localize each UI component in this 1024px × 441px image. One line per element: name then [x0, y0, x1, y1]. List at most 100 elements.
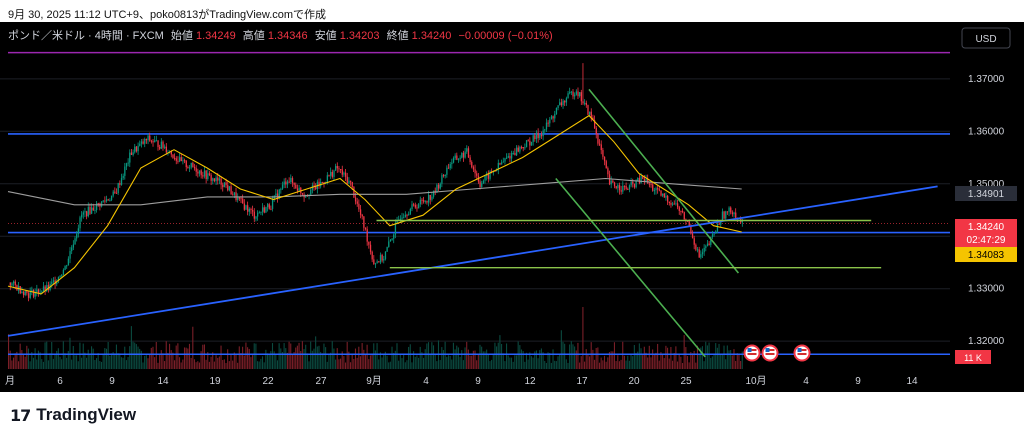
volume-bar	[691, 353, 694, 369]
candle-body	[570, 91, 573, 93]
fast-moving-average	[7, 114, 742, 295]
volume-bar	[217, 357, 219, 369]
time-axis-panel[interactable]	[0, 370, 950, 392]
volume-bar	[705, 341, 707, 369]
volume-bar	[24, 356, 26, 369]
candle-body	[290, 178, 292, 183]
volume-bar	[657, 343, 659, 369]
price-axis-panel[interactable]	[950, 22, 1024, 392]
volume-bar	[187, 348, 189, 369]
candle-body	[642, 176, 644, 179]
volume-bar	[356, 357, 358, 369]
candle-body	[252, 210, 254, 212]
fast-ma-badge	[955, 247, 1017, 262]
us-flag-event-icon[interactable]	[793, 344, 811, 362]
candle-body	[733, 212, 735, 215]
volume-bar	[293, 352, 295, 369]
volume-bar	[403, 354, 405, 369]
volume-bar	[353, 358, 355, 369]
candle-body	[115, 192, 118, 194]
volume-bar	[203, 344, 205, 369]
candle-body	[585, 102, 587, 106]
candle-body	[429, 194, 431, 200]
volume-bar	[32, 357, 34, 369]
candle-body	[648, 183, 651, 185]
candle-body	[371, 251, 373, 260]
volume-bar	[320, 351, 322, 369]
volume-bar	[235, 353, 237, 369]
currency-button[interactable]	[961, 27, 1011, 49]
volume-bar	[605, 361, 607, 369]
candle-body	[735, 212, 737, 218]
volume-bar	[94, 360, 96, 369]
volume-bar	[177, 343, 179, 369]
price-chart[interactable]: 1.370001.360001.350001.340001.330001.320…	[0, 22, 1024, 392]
volume-bar	[64, 353, 66, 369]
candle-body	[160, 141, 163, 149]
volume-bar	[491, 359, 493, 369]
candle-body	[386, 247, 388, 252]
volume-bar	[730, 350, 732, 369]
candle-body	[446, 167, 448, 175]
volume-bar	[87, 349, 89, 369]
candle-body	[210, 175, 212, 181]
candle-body	[411, 204, 413, 209]
volume-bar	[172, 352, 174, 369]
last-price-text: 1.34240	[968, 222, 1005, 233]
candle-body	[534, 135, 536, 140]
volume-bar	[675, 346, 677, 369]
candle-body	[559, 102, 561, 106]
volume-bar	[260, 358, 262, 369]
volume-bar	[685, 347, 687, 369]
candle-body	[419, 199, 421, 205]
candle-body	[462, 152, 465, 158]
volume-bar	[127, 357, 129, 369]
candle-body	[301, 193, 304, 195]
volume-bar	[726, 345, 728, 369]
volume-bar	[223, 359, 225, 369]
candle-body	[114, 191, 116, 193]
volume-bar	[31, 352, 33, 369]
volume-bar	[376, 343, 378, 369]
volume-bar	[17, 361, 20, 369]
volume-bar	[492, 354, 494, 369]
volume-bar	[484, 351, 486, 369]
volume-bar	[14, 353, 16, 369]
volume-bar	[700, 347, 702, 369]
candle-body	[235, 192, 237, 200]
volume-bar	[406, 360, 408, 369]
symbol-title: ポンド／米ドル · 4時間 · FXCM	[8, 29, 164, 42]
volume-bar	[59, 356, 61, 369]
candle-body	[59, 276, 61, 278]
volume-bar	[162, 353, 164, 369]
volume-bar	[115, 344, 117, 369]
candle-body	[185, 160, 187, 168]
volume-bar	[147, 358, 149, 369]
event-flags[interactable]	[743, 344, 811, 362]
time-tick-label: 17	[576, 376, 588, 387]
volume-bar	[316, 346, 318, 369]
volume-bar	[467, 349, 469, 369]
slow-moving-average	[7, 177, 742, 206]
candle-body	[86, 211, 88, 217]
candle-body	[165, 146, 167, 153]
candle-body	[250, 208, 252, 211]
volume-bar	[585, 349, 587, 369]
volume-bar	[547, 352, 549, 369]
time-tick-label: 25	[680, 376, 692, 387]
candle-body	[283, 181, 285, 185]
candle-body	[613, 182, 616, 187]
us-flag-event-icon[interactable]	[743, 344, 761, 362]
candle-body	[555, 108, 558, 115]
candle-body	[549, 119, 551, 124]
candle-body	[388, 241, 390, 248]
volume-bar	[237, 362, 239, 369]
volume-bar	[276, 360, 279, 369]
volume-bar	[52, 358, 54, 369]
volume-bar	[683, 335, 685, 369]
candle-body	[107, 199, 109, 201]
candle-body	[716, 223, 719, 232]
us-flag-event-icon[interactable]	[761, 344, 779, 362]
candle-body	[673, 203, 675, 205]
tradingview-logo[interactable]: 17 TradingView	[10, 405, 136, 425]
